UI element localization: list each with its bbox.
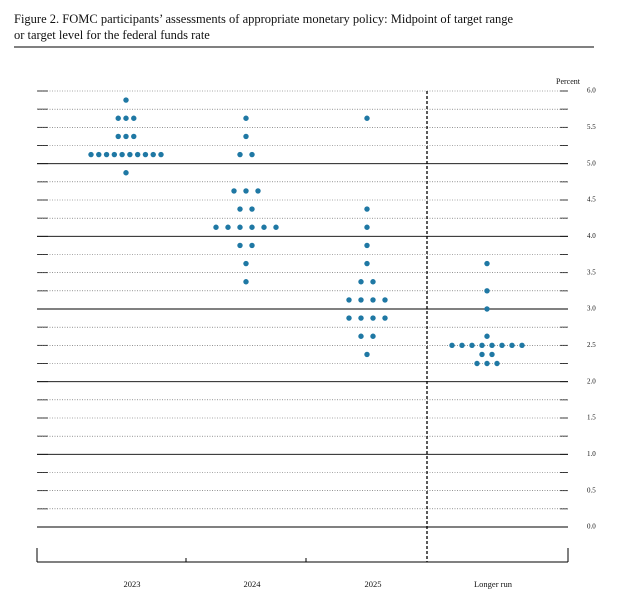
x-tick-label: Longer run [474,579,513,589]
dot [489,342,495,349]
dot [358,333,364,339]
dot [484,260,490,267]
dot [115,115,121,121]
dot [346,297,352,303]
dot [249,206,255,212]
y-tick-label: 1.5 [587,414,596,422]
dot [225,224,231,230]
dot [150,151,156,158]
y-tick-label: 3.5 [587,268,596,276]
y-axis-label: Percent [556,77,581,86]
y-tick-label: 1.0 [587,450,596,458]
dot [255,188,261,194]
dot [459,342,465,349]
dot [484,288,490,294]
dot [358,297,364,303]
dot [370,297,376,303]
dot [231,188,237,194]
dot [123,133,129,140]
dot [142,151,149,158]
dot [509,342,515,349]
y-tick-label: 2.5 [587,341,596,349]
dot [346,315,352,321]
dot [474,360,480,367]
dot [127,151,133,158]
chart-title: or target level for the federal funds ra… [14,28,210,42]
y-tick-label: 4.5 [587,196,596,204]
dot [364,206,370,212]
dot [364,351,370,358]
x-tick-label: 2023 [124,579,141,589]
dot [499,342,505,349]
y-tick-label: 2.0 [587,377,596,385]
dot [364,242,370,249]
y-tick-label: 6.0 [587,87,596,95]
dot [131,115,137,121]
dot [261,224,267,230]
dot [115,133,121,140]
dot [237,242,243,249]
dot [123,170,129,176]
dot [119,151,125,158]
y-tick-label: 3.0 [587,305,596,313]
dot [243,279,249,285]
dot [489,351,495,358]
dot [382,297,388,303]
dot [358,315,364,321]
dot [237,206,243,212]
dot [158,151,164,158]
dot [111,151,118,158]
dot [131,133,137,140]
dot [243,115,249,121]
dot [237,224,243,230]
dot [364,224,370,230]
dot [243,188,249,194]
dot [249,224,255,230]
y-tick-label: 0.5 [587,486,596,494]
dot [243,133,249,140]
y-tick-label: 5.5 [587,123,596,131]
dot [364,115,370,121]
x-tick-label: 2025 [365,579,382,589]
dot [213,224,219,230]
dot [358,279,364,285]
dot [123,115,129,121]
x-tick-label: 2024 [244,579,262,589]
dot [479,342,485,349]
y-tick-label: 4.0 [587,232,596,240]
dot [237,151,243,158]
dot [103,151,110,158]
dot [449,342,455,349]
dot [484,360,490,367]
dot [370,315,376,321]
y-tick-label: 5.0 [587,159,596,167]
dot [249,242,255,249]
dot [249,151,255,158]
dot [382,315,388,321]
dot [370,279,376,285]
dot [484,333,490,339]
dot [273,224,279,230]
dot [123,97,129,103]
dot [519,342,525,349]
chart-title: Figure 2. FOMC participants’ assessments… [14,12,514,26]
dot [479,351,485,358]
dot [370,333,376,339]
dot [484,306,490,312]
dot [96,151,102,158]
dot [88,151,94,158]
dot [469,342,475,349]
dot [364,260,370,267]
y-tick-label: 0.0 [587,523,596,531]
dot [494,360,500,367]
dot [243,260,249,267]
dot [134,151,141,158]
